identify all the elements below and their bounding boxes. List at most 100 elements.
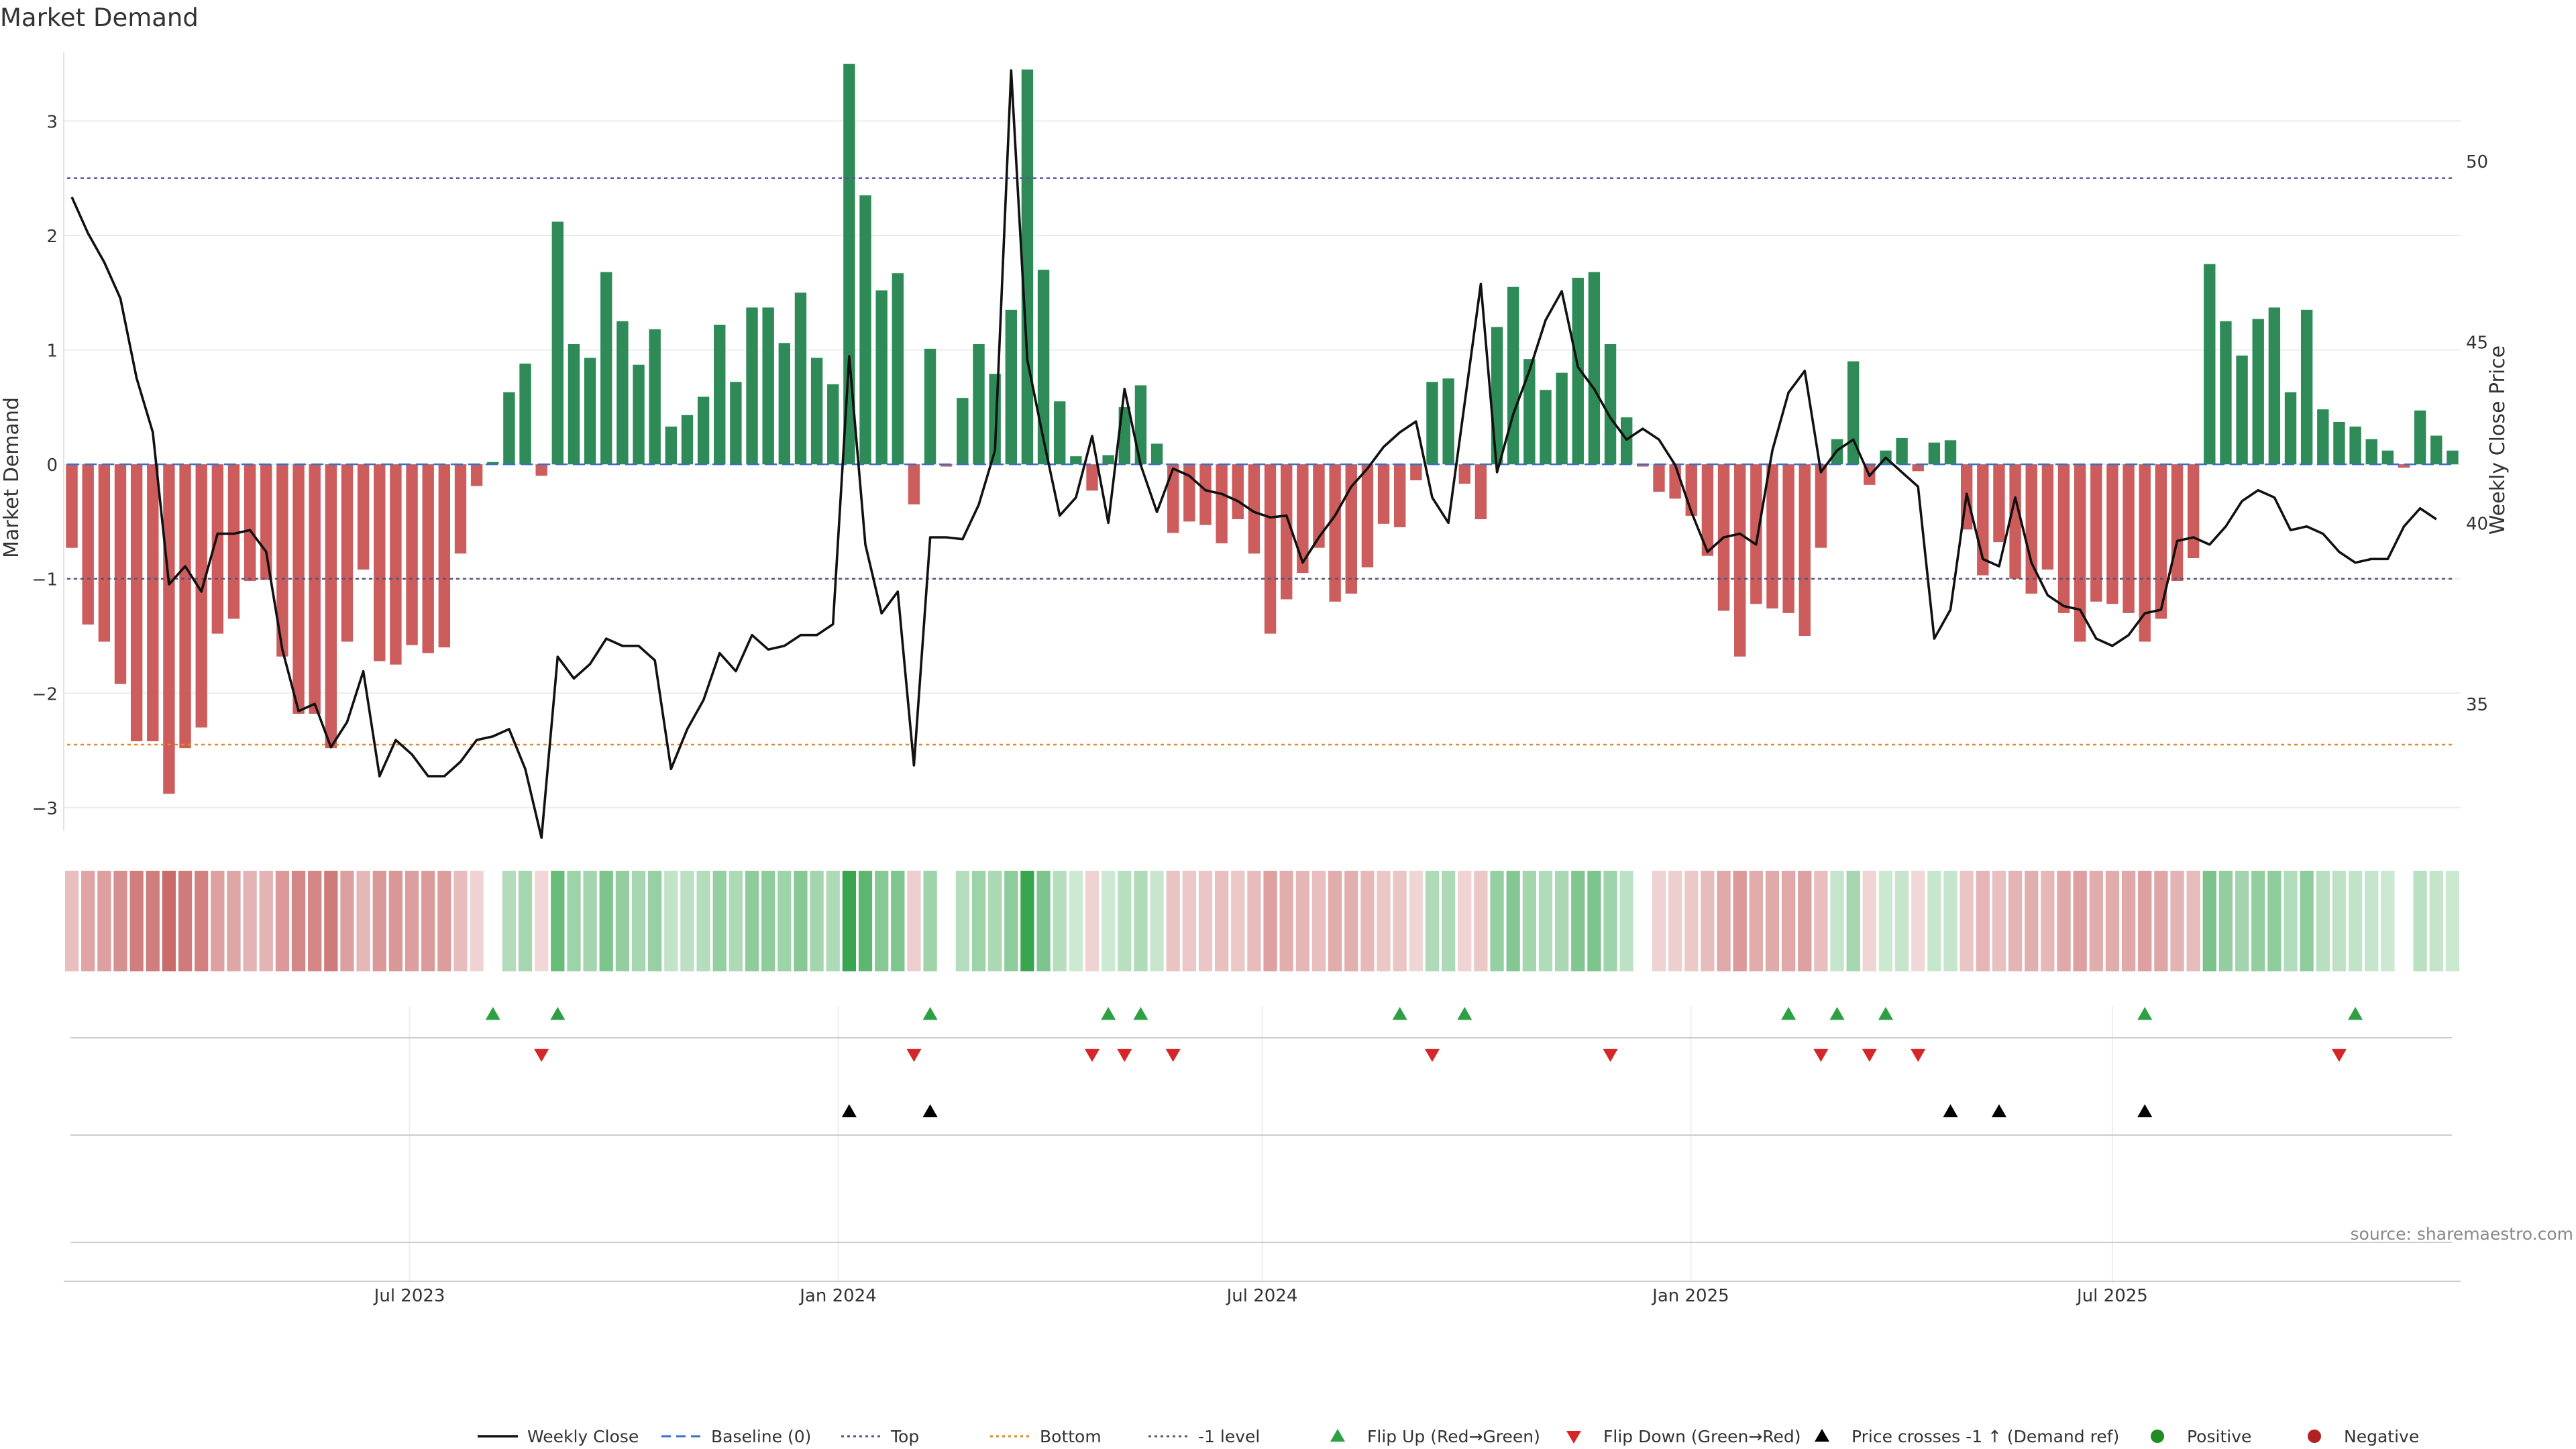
heat-cell [761,871,775,971]
demand-bar [778,343,791,465]
demand-bar [98,464,111,642]
demand-bar [260,464,272,580]
y-axis-label: Market Demand [0,397,23,558]
demand-bar [584,358,596,465]
demand-bar [2025,464,2037,594]
heat-cell [437,871,451,971]
heat-cell [1538,871,1553,971]
heat-cell [858,871,873,971]
heat-cell [1490,871,1504,971]
heat-cell [2105,871,2120,971]
demand-bar [2139,464,2151,642]
demand-bar [2317,409,2329,465]
demand-bar [357,464,370,570]
demand-bar [2204,264,2216,465]
flip-up-marker [550,1007,566,1020]
x-tick-label: Jan 2024 [798,1286,877,1306]
demand-bar [1491,327,1503,465]
heat-cell [842,871,857,971]
flip-up-marker [922,1007,938,1020]
heat-cell [1992,871,2006,971]
heat-cell [1846,871,1860,971]
heat-cell [340,871,354,971]
heat-cell [1085,871,1099,971]
heat-cell [891,871,905,971]
heat-cell [372,871,386,971]
demand-bar [1021,69,1034,465]
demand-bar [810,358,823,465]
demand-bar [1167,464,1179,533]
demand-bars [66,64,2459,794]
demand-bar [2268,307,2281,465]
demand-bar [114,464,127,684]
legend-label: Top [890,1427,919,1446]
demand-bar [1037,270,1050,465]
heat-cell [907,871,921,971]
demand-bar [2187,464,2200,558]
y2-tick-label: 50 [2466,152,2488,172]
flip-down-marker [906,1049,922,1062]
demand-bar [2220,321,2232,465]
demand-bar [1540,390,1552,465]
heat-cell [243,871,257,971]
legend-marker-negative [2308,1430,2321,1443]
heat-cell [1069,871,1083,971]
heat-cell [1619,871,1633,971]
demand-bar [2300,309,2313,465]
heat-cell [64,871,79,971]
demand-bar [406,464,418,645]
reference-lines [67,177,2452,746]
demand-bar [1394,464,1406,527]
heat-cell [2138,871,2152,971]
heat-cell [1393,871,1407,971]
demand-bar [1070,456,1082,465]
demand-bar [1588,272,1601,465]
heat-cell [631,871,646,971]
heat-cell [1571,871,1585,971]
legend-item: Positive [2151,1427,2251,1446]
demand-bar [1944,440,1957,465]
heat-cell [2316,871,2330,971]
legend-label: Positive [2187,1427,2251,1446]
demand-bar [470,464,483,486]
demand-bar [762,307,774,465]
heat-cell [2251,871,2265,971]
weekly-close-series [70,69,2437,839]
flip-up-marker [2348,1007,2363,1020]
price-cross-marker [1943,1104,1958,1118]
heat-cell [2267,871,2282,971]
heat-cell [1830,871,1844,971]
heat-cell [794,871,808,971]
demand-bar [147,464,159,741]
demand-bar [1766,464,1778,609]
demand-bar [551,221,564,465]
flip-up-marker [1457,1007,1472,1020]
heat-cell [1344,871,1358,971]
heat-cell [1409,871,1423,971]
heat-cell [2445,871,2460,971]
heat-cell [1458,871,1472,971]
demand-bar [195,464,207,728]
demand-bar [2236,356,2248,465]
y2-axis-label: Weekly Close Price [2486,345,2510,535]
demand-bar [309,464,321,714]
demand-bar [1054,401,1066,465]
demand-bar [600,272,612,465]
flip-down-marker [1117,1049,1132,1062]
demand-bar [1993,464,2005,543]
x-tick-label: Jan 2025 [1651,1286,1729,1306]
heat-cell [1506,871,1520,971]
flip-up-marker [1392,1007,1407,1020]
y-tick-label: −3 [32,799,58,819]
demand-bar [1297,464,1309,574]
flip-down-marker [1165,1049,1181,1062]
demand-bar [2090,464,2102,602]
legend-label: -1 level [1198,1427,1260,1446]
demand-bar [1345,464,1357,594]
x-tick-label: Jul 2025 [2076,1286,2148,1306]
heat-cell [1311,871,1326,971]
demand-bar [1928,442,1941,465]
heat-cell [2089,871,2103,971]
heat-cell [2073,871,2087,971]
flip-up-marker [2137,1007,2153,1020]
